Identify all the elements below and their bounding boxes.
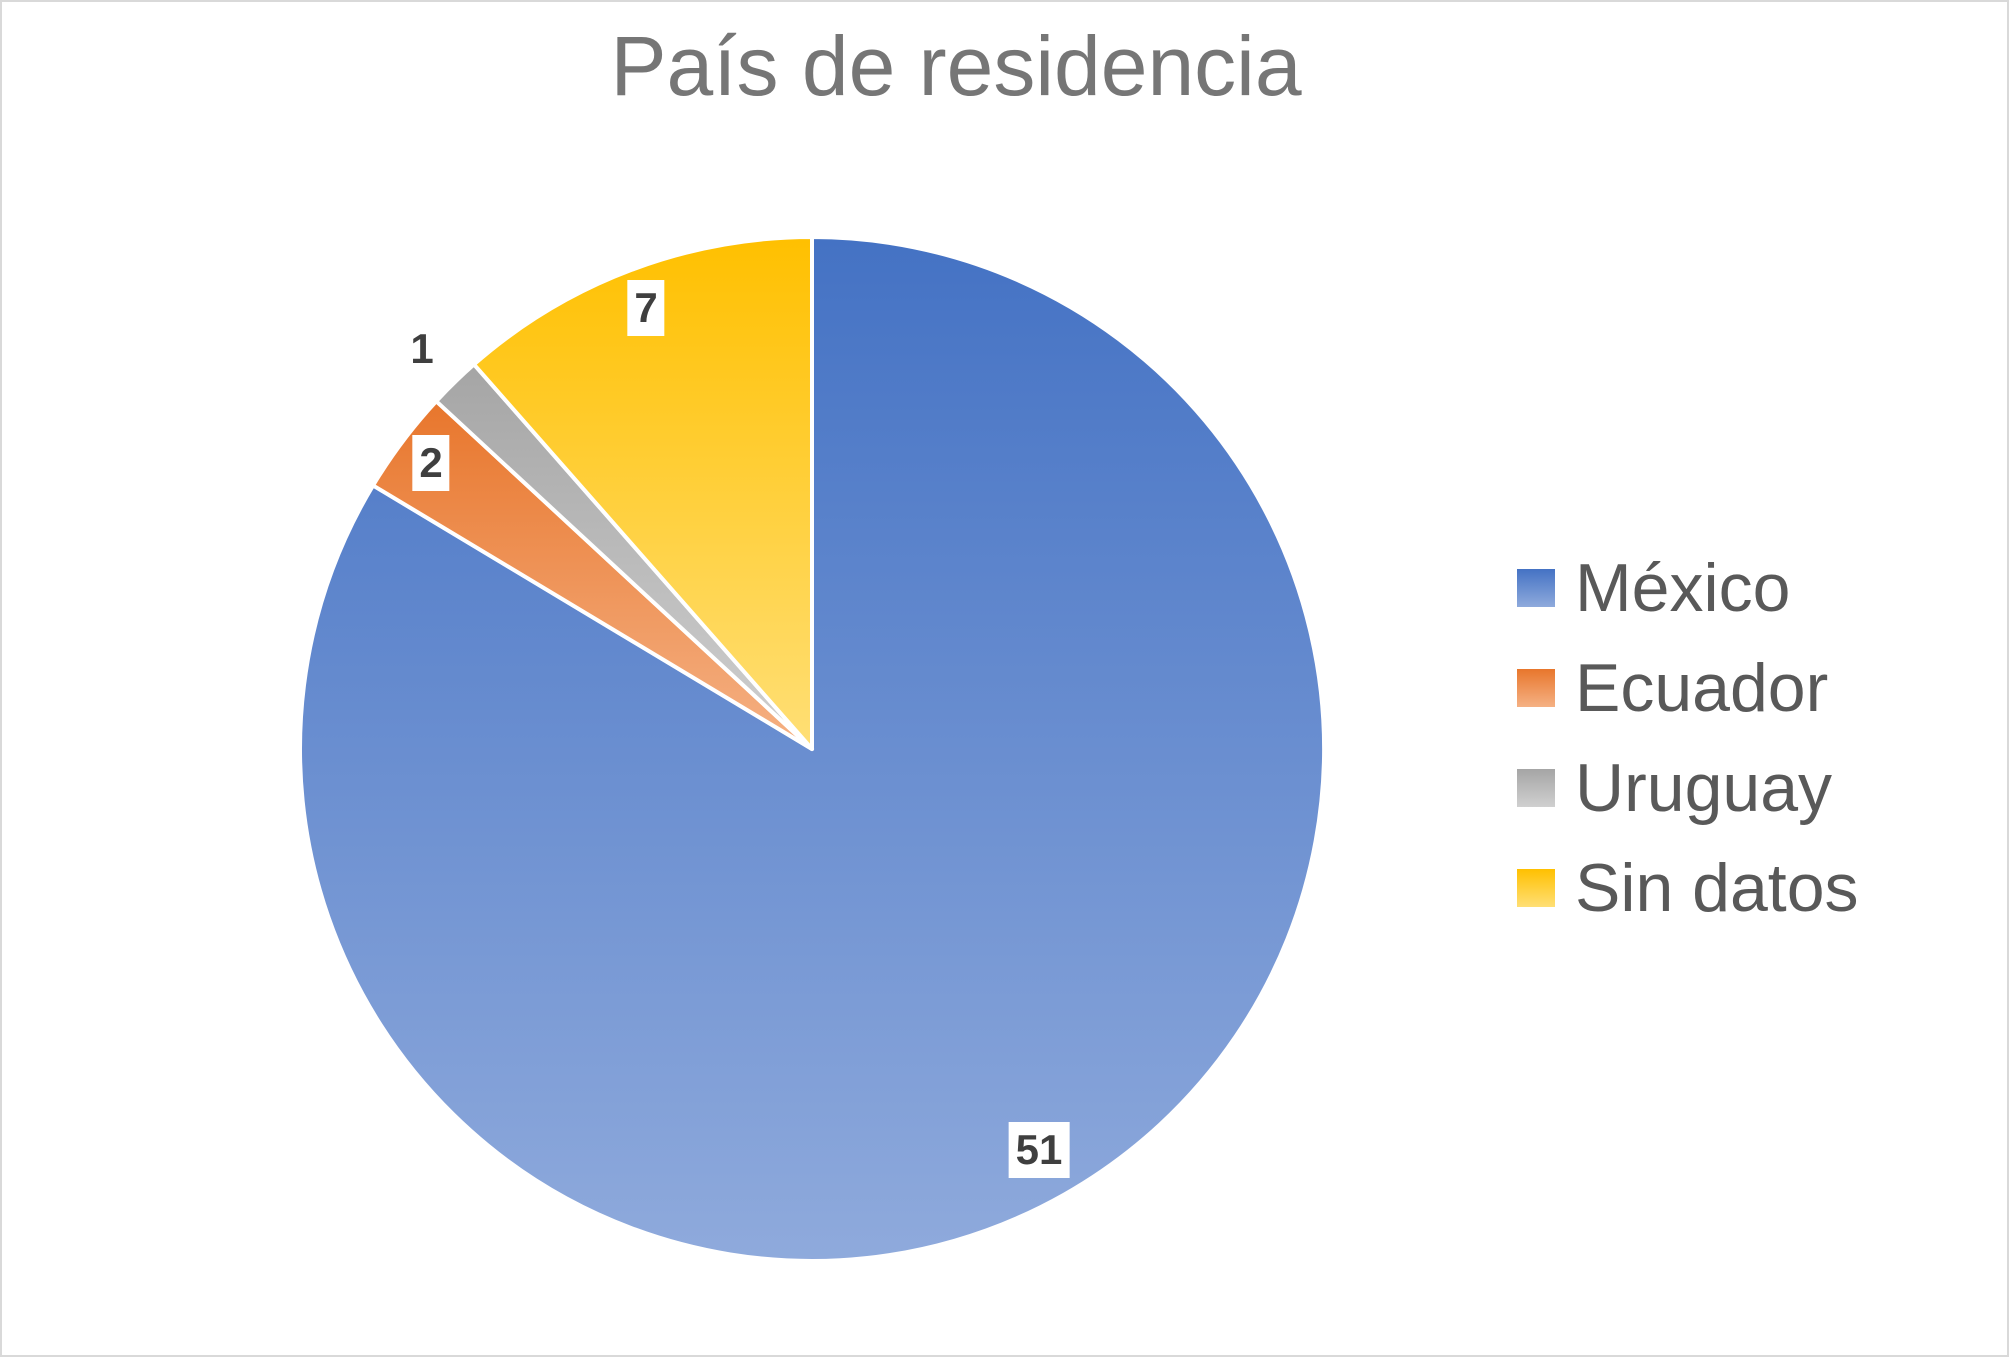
legend-label-ecuador: Ecuador <box>1575 650 1829 726</box>
legend-swatch-ecuador <box>1517 669 1555 707</box>
chart-legend: México Ecuador Uruguay Sin datos <box>1517 538 1859 938</box>
chart-title: País de residencia <box>610 19 1302 113</box>
data-label-ecuador: 2 <box>412 435 450 491</box>
data-label-sin-datos: 7 <box>627 280 665 336</box>
legend-label-uruguay: Uruguay <box>1575 750 1833 826</box>
legend-label-mexico: México <box>1575 550 1791 626</box>
legend-swatch-mexico <box>1517 569 1555 607</box>
pie-slice-sin-datos <box>472 235 814 751</box>
legend-item-mexico: México <box>1517 538 1859 638</box>
legend-swatch-sin-datos <box>1517 869 1555 907</box>
legend-item-uruguay: Uruguay <box>1517 738 1859 838</box>
legend-item-sin-datos: Sin datos <box>1517 838 1859 938</box>
data-label-mexico: 51 <box>1008 1122 1070 1178</box>
legend-swatch-uruguay <box>1517 769 1555 807</box>
legend-item-ecuador: Ecuador <box>1517 638 1859 738</box>
data-label-uruguay: 1 <box>410 325 434 372</box>
legend-label-sin-datos: Sin datos <box>1575 850 1859 926</box>
